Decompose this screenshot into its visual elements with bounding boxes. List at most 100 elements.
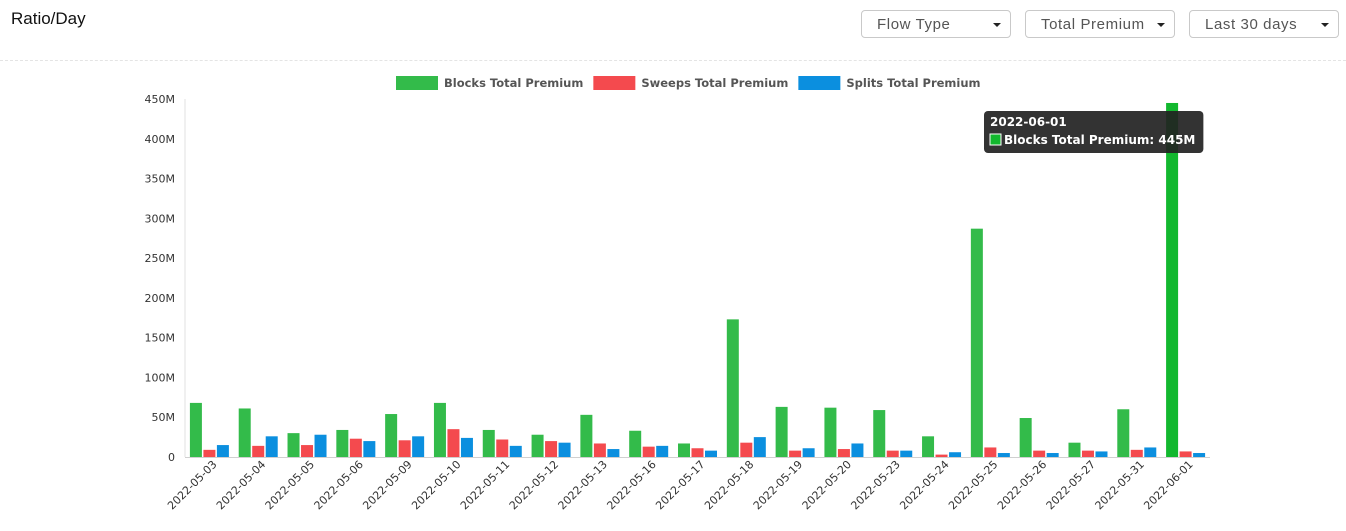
x-tick-label: 2022-05-11 <box>458 458 512 512</box>
x-tick-label: 2022-05-04 <box>214 458 268 512</box>
y-tick-label: 450M <box>145 93 176 106</box>
x-tick-label: 2022-05-23 <box>848 458 902 512</box>
bar <box>873 410 886 457</box>
bar <box>314 434 327 457</box>
x-tick-label: 2022-05-25 <box>946 458 1000 512</box>
bar <box>509 445 522 457</box>
tooltip-box <box>984 111 1204 153</box>
bar <box>789 450 802 457</box>
bar <box>1033 450 1046 457</box>
bar <box>607 449 620 457</box>
x-tick-label: 2022-05-12 <box>507 458 561 512</box>
y-tick-label: 100M <box>145 371 176 384</box>
x-tick-label: 2022-05-19 <box>751 458 805 512</box>
bar <box>970 228 983 457</box>
y-tick-label: 350M <box>145 173 176 186</box>
bar <box>580 414 593 457</box>
y-tick-label: 0 <box>168 451 175 464</box>
x-tick-label: 2022-05-16 <box>604 458 658 512</box>
bar <box>433 402 446 457</box>
bar <box>363 441 376 457</box>
legend-swatch <box>396 76 438 90</box>
header-divider <box>0 60 1346 61</box>
x-tick-label: 2022-05-13 <box>556 458 610 512</box>
bar <box>1117 409 1130 457</box>
bar <box>886 450 899 457</box>
flow-type-dropdown[interactable]: Flow Type <box>861 10 1011 38</box>
x-tick-label: 2022-05-20 <box>800 458 854 512</box>
bar <box>1068 442 1081 457</box>
bar <box>997 453 1010 457</box>
bar <box>203 449 216 457</box>
date-range-dropdown[interactable]: Last 30 days <box>1189 10 1339 38</box>
x-tick-label: 2022-05-09 <box>360 458 414 512</box>
bar <box>287 433 300 457</box>
metric-label: Total Premium <box>1041 15 1145 33</box>
x-tick-label: 2022-06-01 <box>1141 458 1195 512</box>
y-tick-label: 150M <box>145 332 176 345</box>
bar <box>1081 450 1094 457</box>
bar <box>984 447 997 457</box>
caret-down-icon <box>993 23 1001 27</box>
caret-down-icon <box>1321 23 1329 27</box>
x-tick-label: 2022-05-10 <box>409 458 463 512</box>
bar <box>775 406 788 457</box>
metric-dropdown[interactable]: Total Premium <box>1025 10 1175 38</box>
x-tick-label: 2022-05-18 <box>702 458 756 512</box>
bar <box>398 440 411 457</box>
x-tick-label: 2022-05-17 <box>653 458 707 512</box>
tooltip-date: 2022-06-01 <box>990 115 1067 129</box>
x-tick-label: 2022-05-24 <box>897 458 951 512</box>
bar <box>726 319 739 457</box>
bar <box>189 402 202 457</box>
bar <box>545 441 558 457</box>
x-tick-label: 2022-05-27 <box>1044 458 1098 512</box>
legend-swatch <box>798 76 841 90</box>
bar <box>691 448 704 457</box>
bar <box>460 437 473 457</box>
flow-type-label: Flow Type <box>877 15 951 33</box>
bar <box>1193 453 1206 457</box>
legend-label: Blocks Total Premium <box>444 76 583 90</box>
x-tick-label: 2022-05-03 <box>165 458 219 512</box>
bar <box>900 450 913 457</box>
legend-label: Splits Total Premium <box>846 76 980 90</box>
bar <box>851 443 864 457</box>
bar <box>629 430 642 457</box>
bar <box>265 436 278 457</box>
page-title: Ratio/Day <box>11 9 86 28</box>
bar <box>336 429 349 457</box>
caret-down-icon <box>1157 23 1165 27</box>
bar <box>252 445 265 457</box>
bar <box>753 437 766 457</box>
bar <box>482 429 495 457</box>
y-tick-label: 400M <box>145 133 176 146</box>
bar <box>349 438 362 457</box>
bar <box>949 452 962 457</box>
bar <box>558 442 571 457</box>
tooltip-swatch <box>989 133 1002 146</box>
bar <box>531 434 544 457</box>
bar <box>385 414 398 457</box>
bar <box>824 407 837 457</box>
legend-label: Sweeps Total Premium <box>641 76 788 90</box>
y-tick-label: 300M <box>145 212 176 225</box>
bar <box>922 436 935 457</box>
y-tick-label: 50M <box>152 411 176 424</box>
x-tick-label: 2022-05-06 <box>312 458 366 512</box>
bar <box>301 445 314 457</box>
y-tick-label: 250M <box>145 252 176 265</box>
x-tick-label: 2022-05-05 <box>263 458 317 512</box>
bar <box>412 436 425 457</box>
bar <box>216 445 229 457</box>
bar <box>1166 102 1179 457</box>
bar <box>678 443 690 457</box>
bar <box>1095 451 1108 457</box>
bar <box>935 454 948 457</box>
bar <box>1046 453 1059 457</box>
x-tick-label: 2022-05-31 <box>1093 458 1147 512</box>
x-tick-label: 2022-05-26 <box>995 458 1049 512</box>
date-range-label: Last 30 days <box>1205 15 1298 33</box>
bar <box>1130 449 1143 457</box>
tooltip-value: Blocks Total Premium: 445M <box>1004 133 1195 147</box>
